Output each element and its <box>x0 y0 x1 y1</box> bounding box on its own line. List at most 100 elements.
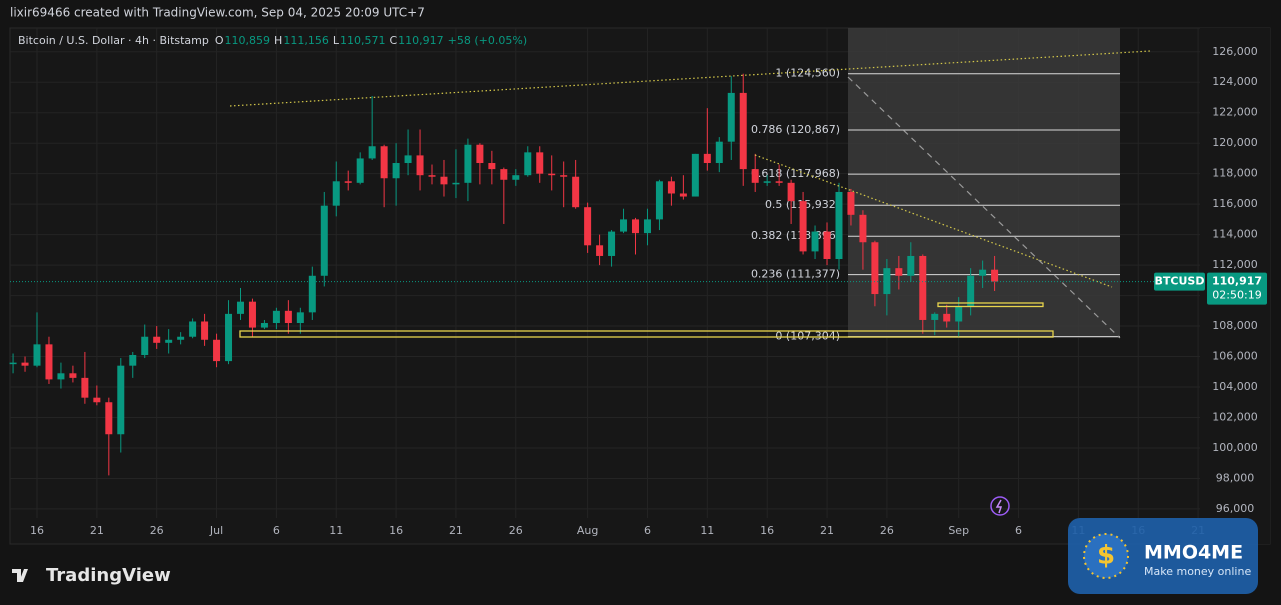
candle-body <box>428 175 436 177</box>
watermark-icon: $ <box>1097 541 1115 571</box>
symbol-title: Bitcoin / U.S. Dollar · 4h · Bitstamp <box>18 34 209 47</box>
candle-body <box>787 182 795 202</box>
y-tick-label: 100,000 <box>1212 441 1258 454</box>
y-tick-label: 118,000 <box>1212 167 1258 180</box>
candle-body <box>284 310 292 324</box>
legend-change: +58 (+0.05%) <box>448 34 527 47</box>
candle-body <box>177 336 185 340</box>
x-tick-label: 26 <box>509 524 523 537</box>
candle-body <box>488 163 496 170</box>
candle-body <box>332 181 340 206</box>
tag-price: 110,917 <box>1212 275 1262 288</box>
candle-body <box>739 92 747 170</box>
candle-body <box>775 181 783 183</box>
legend-key: L <box>333 34 340 47</box>
support-zone <box>239 330 1054 338</box>
y-tick-label: 106,000 <box>1212 350 1258 363</box>
candle-body <box>69 373 77 378</box>
x-tick-label: Sep <box>948 524 969 537</box>
ohlc-legend: O 110,859 H 111,156 L 110,571 C 110,917 +58 (+0.… <box>215 34 527 47</box>
icon <box>995 499 1003 514</box>
y-tick-label: 126,000 <box>1212 45 1258 58</box>
watermark-title: MMO4ME <box>1144 542 1243 564</box>
candle-body <box>524 152 532 176</box>
candle-body <box>883 268 891 295</box>
tag-price-box <box>1207 272 1267 305</box>
candle-body <box>643 219 651 234</box>
candle-body <box>907 255 915 276</box>
candle-body <box>548 173 556 176</box>
fib-label: 0.236 (111,377) <box>751 268 840 281</box>
x-tick-label: 11 <box>329 524 343 537</box>
candle-body <box>584 207 592 246</box>
candle-body <box>967 275 975 307</box>
candle-body <box>596 245 604 256</box>
candle-body <box>105 402 113 435</box>
candle-body <box>344 181 352 183</box>
candle-body <box>811 231 819 252</box>
candle-body <box>45 344 53 380</box>
candle-body <box>835 191 843 260</box>
candle-body <box>93 397 101 403</box>
y-tick-label: 124,000 <box>1212 75 1258 88</box>
icon[interactable] <box>990 496 1010 516</box>
candle-body <box>620 219 628 232</box>
y-tick-label: 116,000 <box>1212 197 1258 210</box>
candle-body <box>404 155 412 164</box>
candle-body <box>536 152 544 174</box>
y-tick-label: 104,000 <box>1212 380 1258 393</box>
y-tick-label: 98,000 <box>1216 471 1255 484</box>
legend-value: 110,917 <box>398 34 444 47</box>
y-tick-label: 108,000 <box>1212 319 1258 332</box>
legend-key: C <box>389 34 397 47</box>
legend-value: 110,859 <box>225 34 271 47</box>
fib-label: 1 (124,560) <box>775 67 840 80</box>
candle-body <box>308 275 316 313</box>
candle-body <box>751 169 759 183</box>
tag-symbol: BTCUSD <box>1155 275 1205 288</box>
x-tick-label: 6 <box>1015 524 1022 537</box>
x-tick-label: 11 <box>700 524 714 537</box>
candle-body <box>380 146 388 179</box>
candle-body <box>296 312 304 324</box>
candle-body <box>691 153 699 197</box>
tag-symbol-box <box>1154 272 1205 291</box>
candle-body <box>979 269 987 276</box>
x-tick-label: 21 <box>449 524 463 537</box>
watermark-subtitle: Make money online <box>1144 565 1251 578</box>
y-tick-label: 112,000 <box>1212 258 1258 271</box>
candle-body <box>859 214 867 243</box>
watermark-icon <box>1083 533 1129 579</box>
candle-body <box>440 176 448 185</box>
fib-label: 0.786 (120,867) <box>751 123 840 136</box>
candle-body <box>476 144 484 164</box>
x-tick-label: 16 <box>760 524 774 537</box>
candle-body <box>763 181 771 183</box>
legend-key: H <box>274 34 282 47</box>
candle-body <box>81 377 89 398</box>
fib-zone <box>848 28 1120 338</box>
candle-body <box>943 313 951 322</box>
x-tick-label: 21 <box>820 524 834 537</box>
legend-value: 110,571 <box>340 34 386 47</box>
fib-diagonal <box>847 76 1121 339</box>
candle-body <box>165 339 173 343</box>
fib-label: 0 (107,304) <box>775 330 840 343</box>
trendline <box>229 50 1151 107</box>
candle-body <box>667 181 675 194</box>
candle-body <box>260 323 268 328</box>
x-tick-label: Jul <box>209 524 223 537</box>
x-tick-label: 16 <box>389 524 403 537</box>
candle-body <box>500 169 508 180</box>
y-tick-label: 122,000 <box>1212 106 1258 119</box>
fib-label: 0.618 (117,968) <box>751 167 840 180</box>
candle-body <box>632 219 639 234</box>
y-tick-label: 102,000 <box>1212 410 1258 423</box>
candles <box>9 73 999 476</box>
candle-body <box>356 158 364 183</box>
candle-body <box>452 182 460 185</box>
candle-body <box>512 175 520 180</box>
tag-countdown: 02:50:19 <box>1212 289 1261 302</box>
candle-body <box>871 242 879 295</box>
